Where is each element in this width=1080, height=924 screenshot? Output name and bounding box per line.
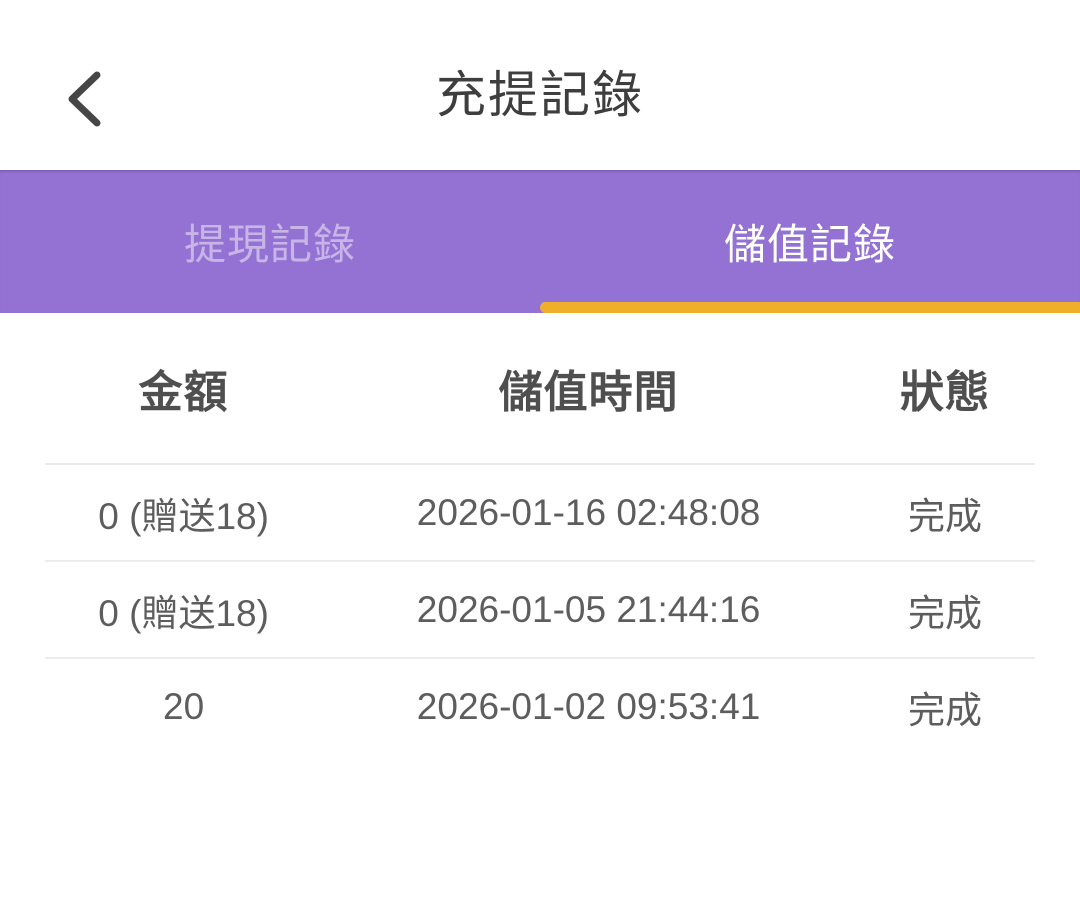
row-divider (45, 657, 1035, 659)
cell-time: 2026-01-05 21:44:16 (416, 588, 761, 630)
table-header-row: 金額 儲值時間 狀態 (0, 313, 1080, 463)
column-header-status: 狀態 (899, 368, 990, 417)
tab-deposit-label: 儲值記錄 (723, 221, 896, 268)
cell-status: 完成 (907, 592, 982, 634)
column-header-time: 儲值時間 (498, 368, 679, 417)
back-button[interactable] (44, 52, 124, 146)
header-divider (45, 463, 1035, 465)
column-header-amount: 金額 (138, 368, 229, 417)
table-row: 20 2026-01-02 09:53:41 完成 (0, 659, 1080, 754)
row-divider (45, 560, 1035, 562)
cell-time: 2026-01-16 02:48:08 (416, 491, 761, 533)
tab-deposit-records[interactable]: 儲值記錄 (540, 170, 1080, 313)
tab-bar: 提現記錄 儲值記錄 (0, 170, 1080, 313)
table-row: 0 (贈送18) 2026-01-16 02:48:08 完成 (0, 465, 1080, 560)
cell-status: 完成 (907, 689, 982, 731)
cell-time: 2026-01-02 09:53:41 (416, 685, 761, 727)
cell-amount: 20 (163, 685, 205, 727)
top-bar: 充提記錄 (0, 0, 1080, 170)
page-title: 充提記錄 (436, 67, 644, 123)
active-tab-indicator (540, 302, 1080, 313)
records-table: 金額 儲值時間 狀態 0 (贈送18) 2026-01-16 02:48:08 … (0, 313, 1080, 754)
cell-amount: 0 (贈送18) (98, 592, 269, 634)
cell-amount: 0 (贈送18) (98, 495, 269, 537)
table-row: 0 (贈送18) 2026-01-05 21:44:16 完成 (0, 562, 1080, 657)
tab-withdraw-records[interactable]: 提現記錄 (0, 170, 540, 313)
cell-status: 完成 (907, 495, 982, 537)
chevron-left-icon (66, 71, 102, 127)
table-body: 0 (贈送18) 2026-01-16 02:48:08 完成 0 (贈送18)… (0, 465, 1080, 754)
tab-withdraw-label: 提現記錄 (183, 221, 356, 268)
